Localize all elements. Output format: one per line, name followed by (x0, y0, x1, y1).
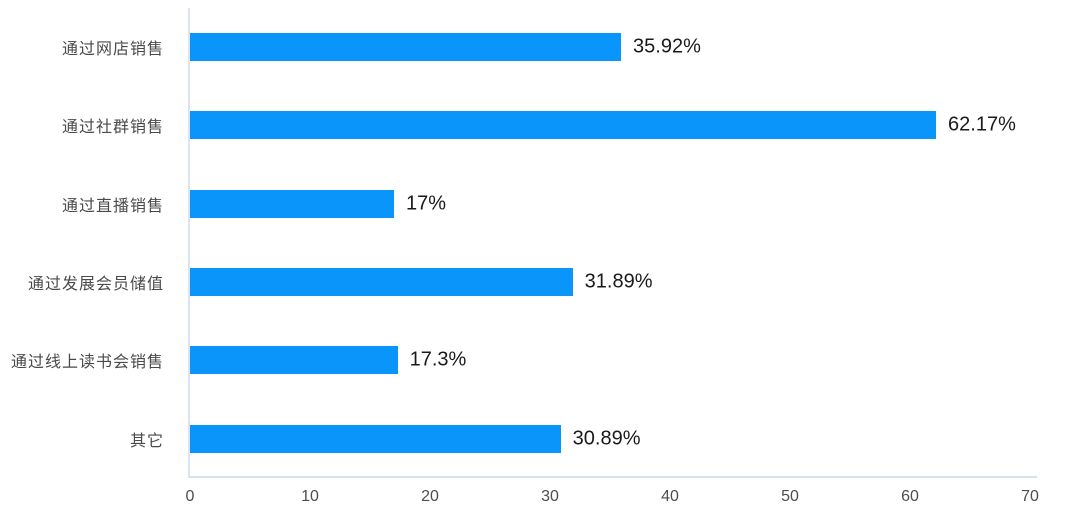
bar-row: 通过网店销售 35.92% (0, 8, 1080, 86)
value-label: 62.17% (948, 113, 1016, 136)
value-label: 17.3% (409, 348, 467, 371)
bar[interactable] (190, 189, 394, 218)
value-label: 31.89% (584, 270, 653, 293)
value-label: 30.89% (572, 427, 641, 450)
bar-row: 通过社群销售 62.17% (0, 86, 1080, 164)
x-tick-label: 60 (901, 488, 919, 505)
x-tick-label: 10 (301, 488, 319, 505)
x-tick-label: 30 (541, 488, 559, 505)
bar-row: 通过直播销售 17% (0, 165, 1080, 243)
value-label: 17% (406, 192, 447, 215)
bar-row: 其它 30.89% (0, 400, 1080, 478)
category-label: 通过发展会员储值 (27, 275, 164, 293)
category-label: 通过网店销售 (61, 41, 164, 58)
category-label: 通过直播销售 (61, 197, 164, 215)
value-label: 35.92% (633, 35, 701, 58)
x-tick-label: 40 (661, 488, 679, 505)
bar[interactable] (190, 267, 573, 296)
x-tick-label: 70 (1021, 488, 1039, 505)
y-axis-line (188, 8, 190, 478)
bar[interactable] (190, 346, 398, 375)
bar-row: 通过发展会员储值 31.89% (0, 243, 1080, 321)
x-tick-label: 20 (421, 488, 439, 505)
category-label: 通过线上读书会销售 (10, 354, 164, 372)
x-tick-label: 50 (781, 488, 799, 505)
category-label: 通过社群销售 (61, 119, 164, 137)
bar-row: 通过线上读书会销售 17.3% (0, 321, 1080, 399)
bar[interactable] (190, 424, 561, 453)
x-axis-line (188, 476, 1037, 478)
x-tick-label: 0 (185, 488, 195, 505)
bar[interactable] (190, 33, 622, 61)
category-label: 其它 (129, 432, 164, 450)
bar[interactable] (190, 111, 937, 140)
